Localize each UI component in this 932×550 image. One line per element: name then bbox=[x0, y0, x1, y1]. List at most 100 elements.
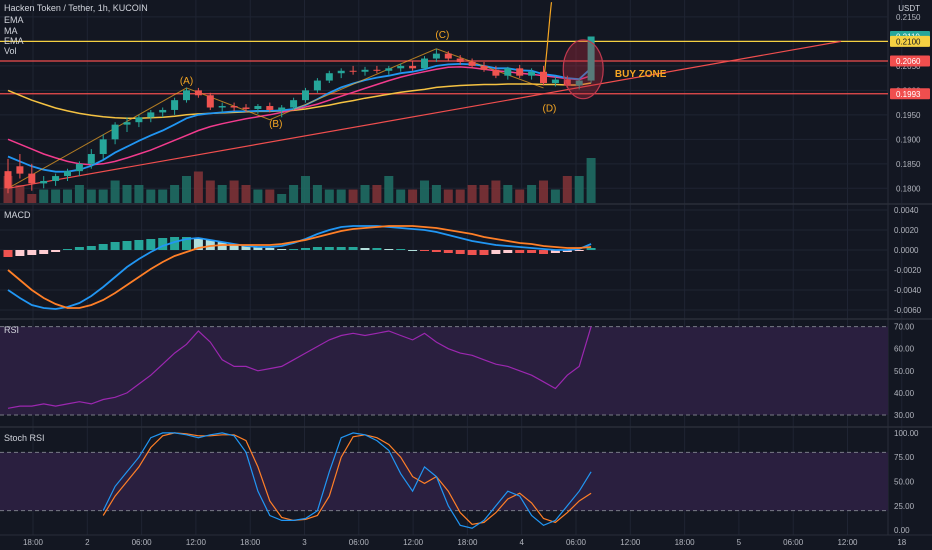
macd-tick-label: 0.0000 bbox=[894, 246, 919, 255]
volume-bar bbox=[110, 180, 120, 203]
wave-annotation: BUY ZONE bbox=[615, 69, 667, 80]
macd-histogram-bar bbox=[98, 244, 108, 250]
macd-histogram-bar bbox=[217, 242, 227, 250]
macd-histogram-bar bbox=[158, 238, 168, 250]
macd-histogram-bar bbox=[193, 238, 203, 250]
candle-body bbox=[373, 69, 381, 71]
price-tick-label: 0.1950 bbox=[896, 111, 921, 120]
rsi-line bbox=[7, 326, 592, 409]
rsi-tick-label: 40.00 bbox=[894, 389, 915, 398]
candle-body bbox=[254, 106, 262, 109]
macd-histogram-bar bbox=[312, 247, 322, 250]
volume-bar bbox=[527, 185, 537, 203]
price-axis-badge bbox=[890, 55, 930, 67]
price-axis-badge-label: 0.2060 bbox=[896, 57, 921, 66]
macd-histogram-bar bbox=[562, 250, 572, 252]
macd-histogram-bar bbox=[586, 248, 596, 250]
volume-bar bbox=[301, 176, 310, 203]
macd-histogram-bar bbox=[182, 237, 191, 250]
volume-bar bbox=[122, 185, 132, 203]
price-tick-label: 0.1850 bbox=[896, 160, 921, 169]
macd-histogram-bar bbox=[253, 247, 263, 250]
candle-body bbox=[540, 71, 547, 84]
volume-bar bbox=[86, 189, 96, 203]
candle-body bbox=[575, 80, 583, 86]
candle-body bbox=[421, 58, 428, 69]
volume-bar bbox=[420, 180, 429, 203]
x-tick-label: 18:00 bbox=[457, 538, 478, 547]
price-axis-badge-label: 0.2100 bbox=[896, 37, 921, 46]
rsi-tick-label: 60.00 bbox=[894, 345, 915, 354]
stoch-tick-label: 50.00 bbox=[894, 478, 915, 487]
candle-body bbox=[28, 173, 36, 184]
macd-histogram-bar bbox=[86, 246, 96, 250]
candle-body bbox=[40, 180, 48, 184]
candle-body bbox=[87, 154, 95, 164]
volume-bar bbox=[479, 185, 489, 203]
candle-body bbox=[218, 106, 226, 108]
rising-trendline bbox=[7, 40, 842, 189]
candle-body bbox=[516, 68, 524, 76]
macd-pane-label: MACD bbox=[4, 210, 31, 220]
volume-bar bbox=[384, 176, 394, 203]
candle-body bbox=[290, 100, 298, 108]
candle-body bbox=[587, 36, 595, 81]
macd-histogram-bar bbox=[348, 247, 358, 250]
macd-histogram-bar bbox=[289, 249, 299, 250]
ema-slow-line bbox=[7, 82, 592, 120]
macd-histogram-bar bbox=[134, 240, 144, 250]
volume-bar bbox=[98, 189, 108, 203]
macd-histogram-bar bbox=[110, 242, 120, 250]
x-tick-label: 5 bbox=[737, 538, 742, 547]
volume-bar bbox=[539, 180, 548, 203]
candle-body bbox=[147, 112, 155, 118]
volume-bar bbox=[348, 189, 358, 203]
candle-body bbox=[52, 176, 60, 181]
indicator-volume-label[interactable]: Vol bbox=[4, 46, 17, 56]
indicator-ema-fast-label[interactable]: EMA bbox=[4, 15, 24, 25]
macd-histogram-bar bbox=[467, 250, 477, 255]
volume-bar bbox=[360, 185, 370, 203]
candle-body bbox=[75, 163, 83, 172]
macd-tick-label: -0.0020 bbox=[894, 266, 922, 275]
macd-tick-label: -0.0040 bbox=[894, 286, 922, 295]
candle-body bbox=[266, 106, 274, 110]
macd-histogram-bar bbox=[539, 250, 548, 254]
stoch-tick-label: 100.00 bbox=[894, 429, 919, 438]
volume-bar bbox=[158, 189, 168, 203]
macd-signal-line bbox=[7, 225, 592, 309]
candle-body bbox=[444, 53, 452, 59]
volume-bar bbox=[408, 189, 418, 203]
candle-body bbox=[242, 107, 250, 109]
volume-bar bbox=[217, 185, 227, 203]
candle-body bbox=[397, 65, 405, 69]
price-tick-label: 0.2150 bbox=[896, 13, 921, 22]
macd-histogram-bar bbox=[122, 241, 132, 250]
indicator-ema-slow-label[interactable]: EMA bbox=[4, 36, 24, 46]
x-tick-label: 2 bbox=[85, 538, 90, 547]
macd-histogram-bar bbox=[277, 249, 287, 250]
volume-bar bbox=[27, 194, 37, 203]
macd-histogram-bar bbox=[3, 250, 13, 257]
candle-body bbox=[123, 122, 131, 125]
macd-histogram-bar bbox=[527, 250, 537, 253]
macd-histogram-bar bbox=[51, 250, 61, 252]
candle-body bbox=[563, 79, 571, 86]
macd-histogram-bar bbox=[241, 246, 251, 250]
macd-histogram-bar bbox=[265, 248, 275, 250]
macd-histogram-bar bbox=[384, 249, 394, 250]
candle-body bbox=[230, 106, 238, 108]
volume-bar bbox=[170, 185, 180, 203]
volume-bar bbox=[324, 189, 334, 203]
stoch-tick-label: 75.00 bbox=[894, 453, 915, 462]
candle-body bbox=[159, 109, 167, 113]
stoch-tick-label: 25.00 bbox=[894, 502, 915, 511]
macd-histogram-bar bbox=[550, 250, 560, 253]
candle-body bbox=[302, 90, 309, 101]
candle-body bbox=[313, 80, 321, 91]
volume-bar bbox=[193, 171, 203, 203]
indicator-ma-label[interactable]: MA bbox=[4, 26, 18, 36]
candle-body bbox=[349, 70, 357, 72]
rsi-band bbox=[0, 326, 888, 415]
